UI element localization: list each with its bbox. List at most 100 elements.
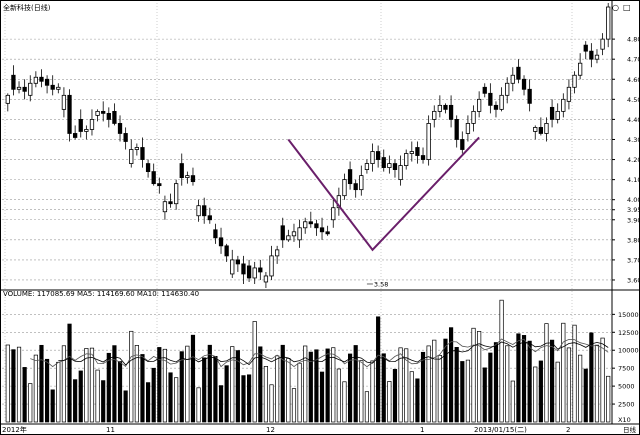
- candle-body: [538, 127, 544, 134]
- candle-body: [577, 62, 583, 76]
- candle-body: [465, 123, 471, 134]
- volume-bar: [112, 345, 117, 423]
- candle-body: [488, 92, 493, 106]
- volume-bar: [465, 359, 471, 423]
- price-tick-label: 4.80: [627, 36, 640, 44]
- date-label-5: 2013/01/15(二): [474, 426, 527, 434]
- volume-bar: [202, 357, 207, 423]
- candle-body: [61, 94, 67, 110]
- volume-bar: [493, 342, 499, 423]
- price-tick-label: 3.90: [627, 216, 640, 224]
- volume-bar: [207, 344, 212, 423]
- v-shape-overlay: [287, 136, 480, 252]
- volume-bar: [589, 332, 594, 423]
- volume-bar: [314, 349, 319, 423]
- volume-bar: [258, 346, 263, 423]
- price-tick-label: 4.40: [627, 116, 640, 124]
- candle-body: [50, 84, 55, 90]
- candle-body: [516, 66, 521, 80]
- volume-bar: [392, 368, 398, 423]
- candle-body: [16, 86, 22, 90]
- volume-bar: [364, 391, 370, 423]
- volume-ma10-line: [58, 341, 609, 366]
- volume-tick-label: 5000: [618, 383, 635, 391]
- volume-info: VOLUME: 117085.69 MA5: 114169.60 MA10: 1…: [3, 290, 199, 298]
- volume-bar: [157, 347, 162, 423]
- candle-body: [129, 149, 134, 164]
- candle-body: [106, 112, 111, 120]
- candle-body: [555, 110, 560, 120]
- volume-bar: [432, 339, 437, 423]
- candle-body: [561, 98, 566, 112]
- volume-bar: [404, 348, 409, 423]
- candle-body: [274, 249, 280, 257]
- volume-bar: [437, 355, 442, 423]
- volume-bar: [275, 355, 280, 423]
- price-tick-label: 4.10: [627, 176, 640, 184]
- candle-body: [117, 123, 123, 134]
- candle-body: [460, 139, 465, 150]
- candle-body: [499, 94, 504, 110]
- volume-bar: [22, 367, 27, 423]
- candle-body: [600, 38, 605, 50]
- minimize-icon[interactable]: ○: [612, 3, 619, 12]
- candle-body: [527, 88, 532, 104]
- candle-body: [11, 74, 16, 90]
- candle-body: [145, 163, 151, 172]
- volume-bar: [286, 358, 291, 423]
- candle-body: [420, 155, 426, 160]
- volume-bar: [151, 367, 156, 423]
- annotation-label: 3.58: [374, 280, 388, 288]
- candle-body: [241, 263, 246, 275]
- volume-bar: [561, 322, 566, 423]
- candle-body: [112, 110, 117, 124]
- candle-body: [95, 110, 100, 116]
- volume-bar: [460, 361, 465, 423]
- volume-tick-label: 2500: [618, 401, 635, 409]
- volume-bar: [67, 323, 72, 423]
- candle-body: [162, 201, 168, 213]
- v-shape-line: [287, 136, 480, 252]
- candle-body: [336, 195, 342, 209]
- volume-bar: [89, 347, 95, 423]
- volume-tick-label: 10000: [618, 347, 639, 355]
- price-tick-label: 4.70: [627, 56, 640, 64]
- candle-body: [505, 82, 510, 96]
- volume-bar: [325, 348, 330, 423]
- volume-bar: [578, 354, 583, 423]
- volume-bar: [140, 354, 145, 423]
- volume-bar: [33, 354, 38, 423]
- candle-body: [347, 169, 353, 185]
- volume-bar: [370, 360, 375, 423]
- volume-bar: [594, 344, 600, 423]
- candle-body: [370, 151, 375, 164]
- candle-body: [426, 123, 431, 160]
- volume-tick-label: 12500: [618, 329, 639, 337]
- candle-body: [78, 119, 83, 132]
- volume-bar: [174, 377, 179, 423]
- volume-bar: [538, 360, 543, 423]
- volume-bar: [218, 385, 224, 423]
- candle-body: [510, 74, 515, 84]
- volume-bar: [78, 370, 83, 423]
- candle-body: [572, 74, 577, 88]
- volume-bar: [319, 371, 325, 423]
- candle-body: [258, 267, 263, 273]
- volume-bar: [409, 371, 414, 423]
- candle-body: [263, 275, 269, 283]
- candle-body: [151, 171, 156, 185]
- volume-bar: [533, 366, 538, 423]
- price-tick-label: 4.00: [627, 196, 640, 204]
- volume-bar: [129, 330, 134, 423]
- candle-body: [387, 163, 392, 168]
- volume-bar: [56, 361, 61, 423]
- volume-bar: [241, 375, 246, 423]
- maximize-icon[interactable]: □: [623, 3, 631, 12]
- volume-bar: [482, 367, 487, 423]
- candle-body: [359, 175, 364, 191]
- candle-body: [22, 86, 27, 92]
- candle-body: [179, 163, 184, 179]
- candle-body: [157, 183, 162, 187]
- candle-body: [134, 147, 140, 150]
